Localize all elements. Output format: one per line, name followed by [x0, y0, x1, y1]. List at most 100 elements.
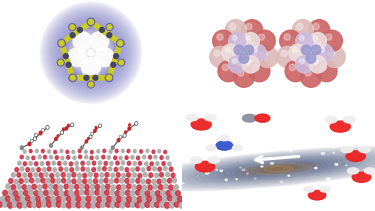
Circle shape — [86, 168, 90, 172]
Circle shape — [72, 202, 76, 207]
Circle shape — [109, 35, 113, 39]
Circle shape — [242, 20, 262, 41]
Circle shape — [156, 162, 159, 165]
Circle shape — [89, 20, 93, 24]
Circle shape — [69, 70, 73, 74]
Circle shape — [141, 168, 145, 172]
Circle shape — [174, 185, 178, 190]
Circle shape — [242, 32, 259, 50]
Circle shape — [115, 51, 119, 55]
Ellipse shape — [47, 8, 135, 97]
Circle shape — [137, 196, 142, 202]
Circle shape — [115, 39, 119, 43]
Circle shape — [257, 46, 278, 68]
Circle shape — [46, 196, 51, 202]
Circle shape — [257, 188, 259, 189]
Circle shape — [309, 20, 330, 41]
Circle shape — [92, 161, 96, 165]
Circle shape — [158, 150, 160, 153]
Circle shape — [92, 22, 96, 26]
Circle shape — [226, 148, 228, 149]
Circle shape — [366, 136, 369, 137]
Ellipse shape — [73, 35, 109, 71]
Circle shape — [63, 39, 67, 43]
Circle shape — [54, 184, 58, 189]
Circle shape — [65, 59, 69, 63]
Circle shape — [80, 145, 84, 150]
Circle shape — [37, 168, 40, 172]
Circle shape — [32, 184, 36, 189]
Circle shape — [102, 155, 105, 159]
Circle shape — [101, 76, 105, 80]
Circle shape — [68, 48, 87, 67]
Circle shape — [24, 178, 28, 183]
Circle shape — [229, 56, 246, 73]
Circle shape — [234, 45, 244, 55]
Ellipse shape — [272, 168, 285, 170]
Circle shape — [0, 196, 5, 202]
Circle shape — [81, 58, 100, 77]
Circle shape — [67, 65, 71, 69]
Circle shape — [68, 66, 72, 70]
Circle shape — [62, 48, 66, 52]
Circle shape — [117, 46, 121, 50]
Circle shape — [347, 127, 348, 128]
Circle shape — [156, 191, 160, 196]
Circle shape — [101, 185, 105, 190]
Circle shape — [94, 23, 98, 28]
Circle shape — [206, 172, 209, 174]
Circle shape — [111, 65, 115, 69]
Circle shape — [100, 28, 104, 32]
Circle shape — [38, 191, 43, 196]
Circle shape — [297, 23, 303, 30]
Circle shape — [136, 156, 140, 160]
Circle shape — [62, 49, 66, 54]
Circle shape — [105, 190, 109, 195]
Circle shape — [132, 185, 136, 190]
Circle shape — [339, 201, 341, 202]
Circle shape — [116, 49, 120, 54]
Circle shape — [170, 202, 174, 208]
Circle shape — [111, 36, 115, 40]
Circle shape — [127, 126, 131, 131]
Circle shape — [122, 161, 124, 165]
Circle shape — [118, 42, 122, 46]
Circle shape — [64, 126, 68, 131]
Circle shape — [58, 39, 65, 47]
Circle shape — [88, 76, 92, 80]
Circle shape — [81, 76, 85, 80]
Circle shape — [292, 47, 297, 52]
Circle shape — [206, 145, 216, 151]
Ellipse shape — [69, 31, 112, 74]
Circle shape — [230, 23, 236, 30]
Circle shape — [72, 150, 75, 154]
Circle shape — [255, 155, 256, 156]
Circle shape — [159, 185, 163, 190]
Circle shape — [254, 178, 256, 179]
Circle shape — [94, 126, 98, 129]
Circle shape — [127, 173, 130, 177]
Circle shape — [149, 173, 153, 177]
Circle shape — [69, 71, 73, 75]
Circle shape — [58, 60, 63, 65]
Circle shape — [72, 173, 76, 177]
Circle shape — [75, 30, 79, 34]
Circle shape — [159, 202, 165, 208]
Circle shape — [302, 199, 304, 200]
Circle shape — [86, 196, 91, 202]
Circle shape — [364, 168, 375, 174]
Circle shape — [112, 59, 117, 63]
Circle shape — [70, 75, 75, 80]
Circle shape — [8, 202, 13, 208]
Circle shape — [217, 131, 218, 132]
Circle shape — [78, 173, 81, 177]
Circle shape — [115, 149, 118, 153]
Circle shape — [321, 30, 342, 51]
Circle shape — [71, 196, 76, 201]
Circle shape — [41, 196, 46, 202]
Circle shape — [243, 114, 256, 122]
Circle shape — [64, 168, 68, 172]
Circle shape — [24, 191, 28, 196]
Ellipse shape — [80, 42, 102, 64]
Circle shape — [310, 125, 311, 126]
